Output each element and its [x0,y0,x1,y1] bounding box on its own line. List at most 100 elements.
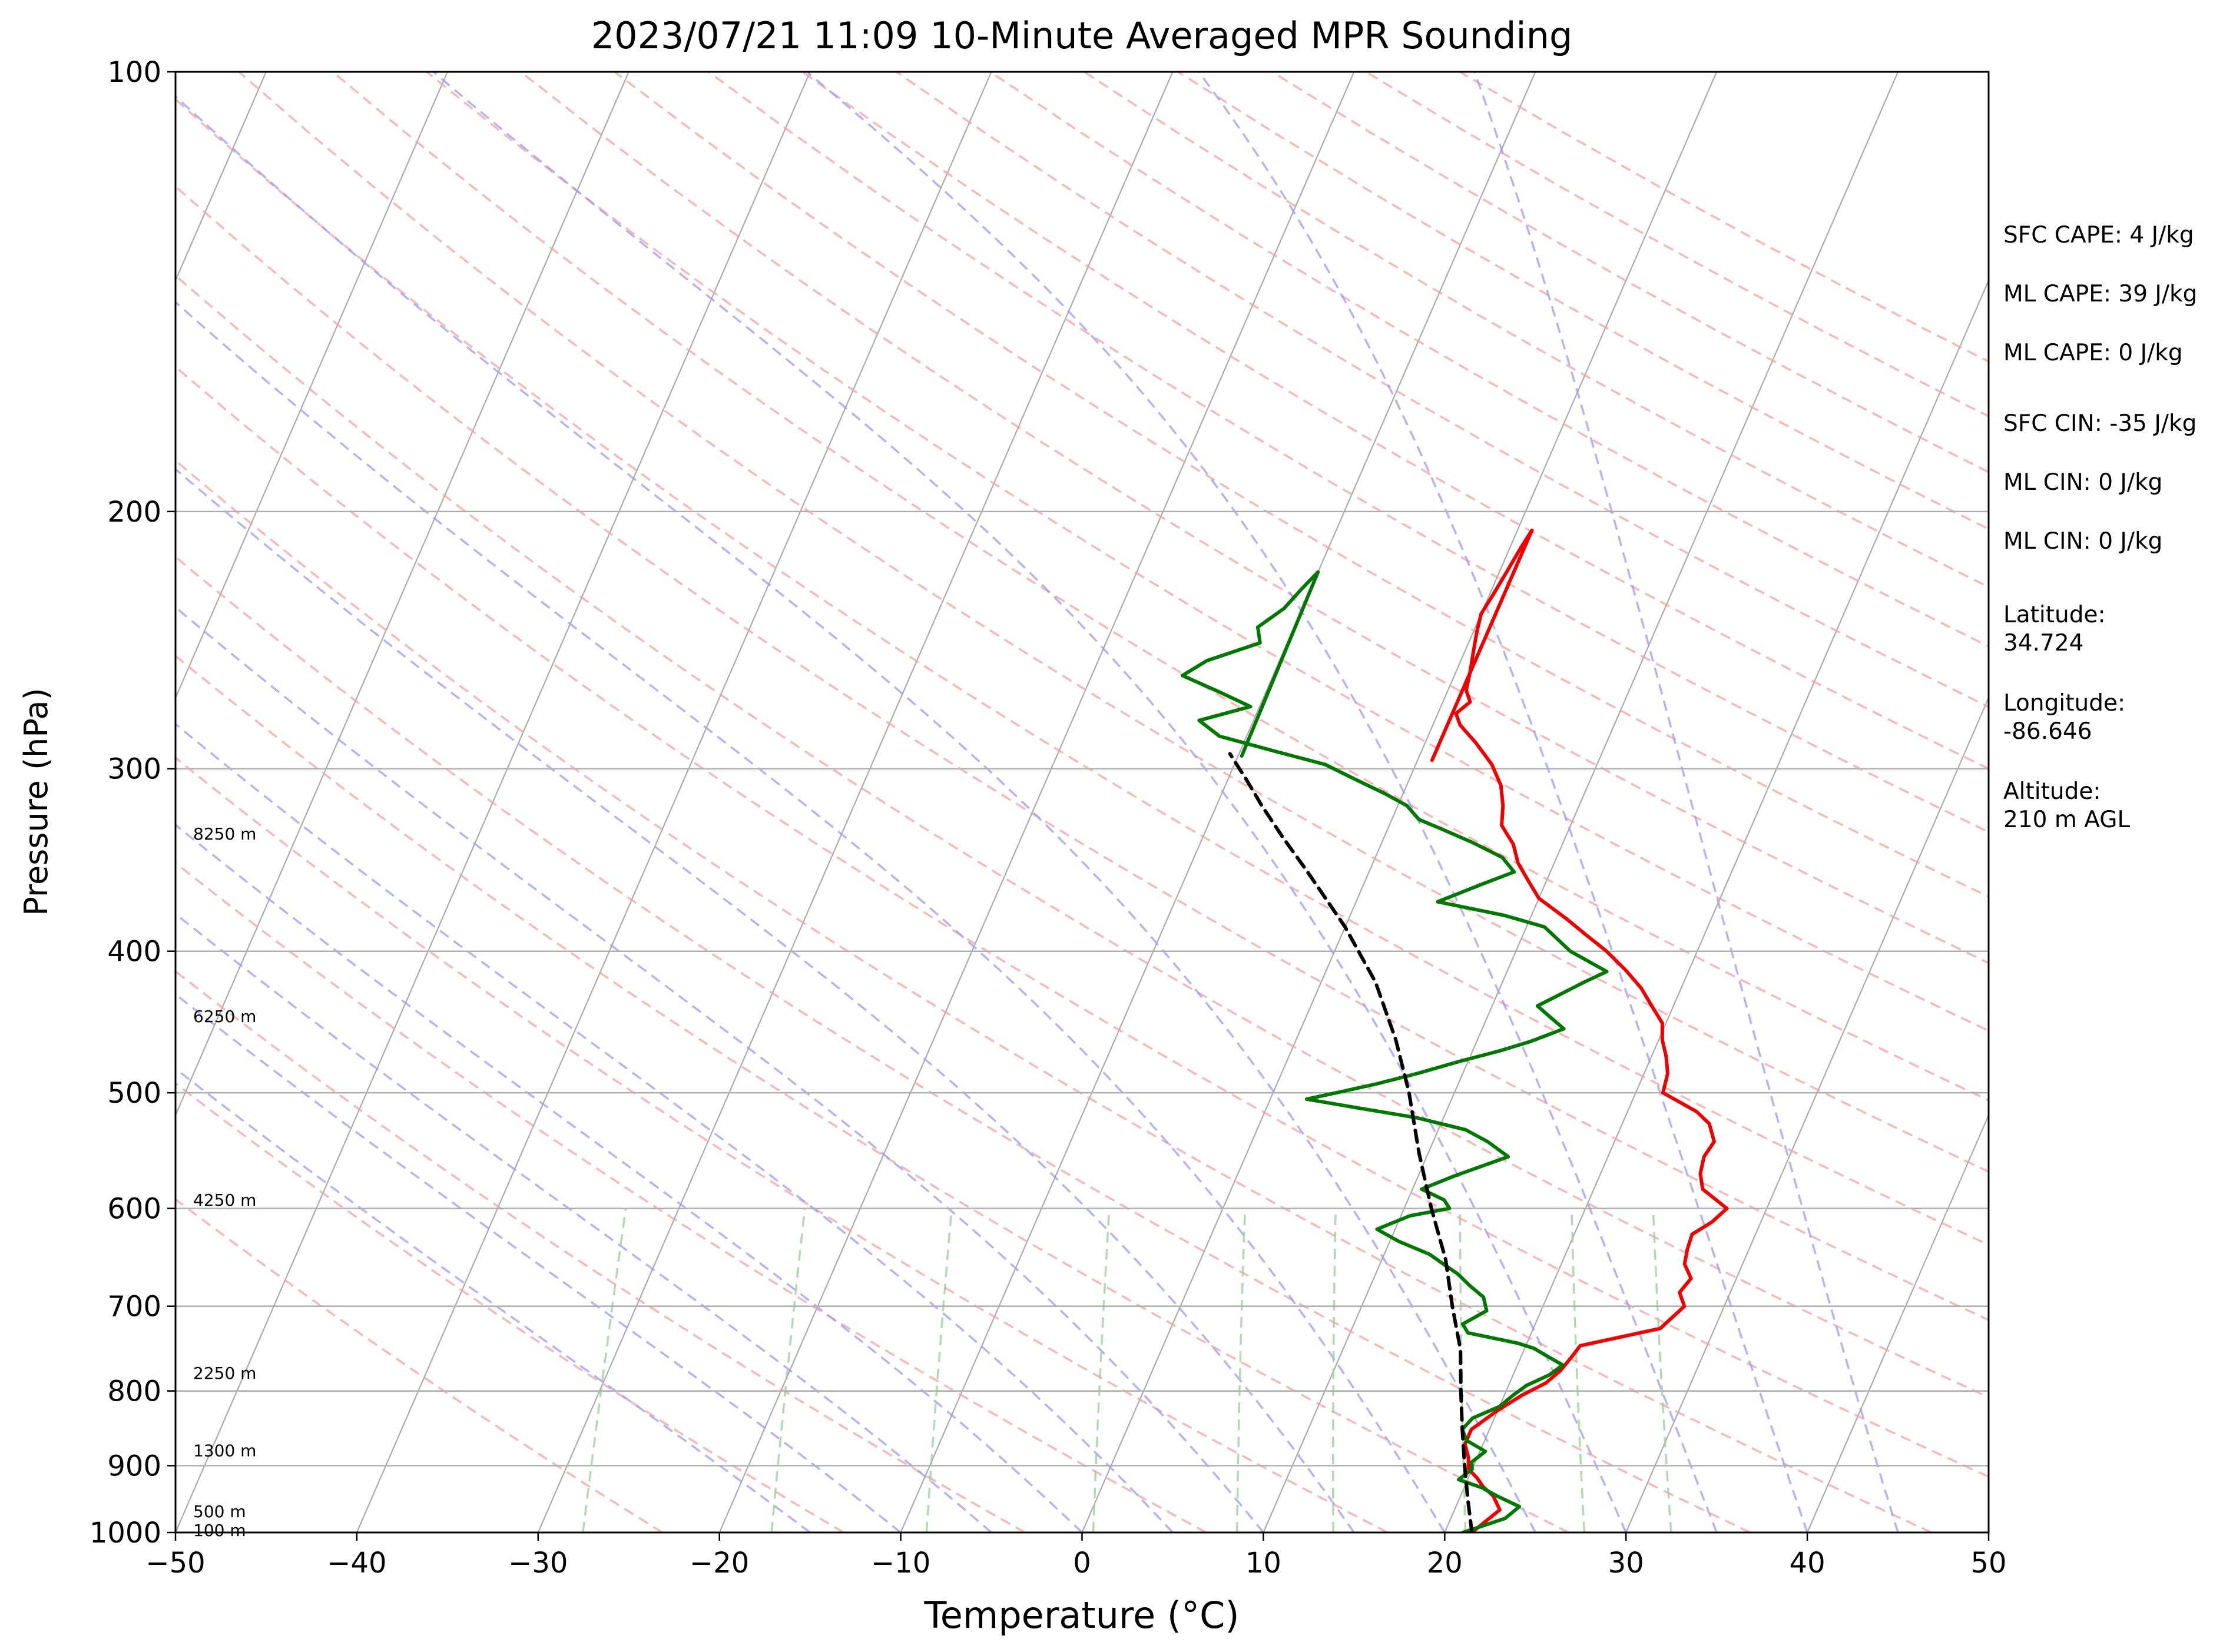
height-label: 100 m [193,1521,246,1540]
isotherm-line [718,72,1355,1532]
x-tick-label: 30 [1608,1547,1644,1580]
y-tick-label: 900 [107,1449,161,1482]
mixing-ratio-line [1092,1208,1111,1532]
moist-adiabat-line [175,606,1264,1532]
dry-adiabat-line [426,72,1989,1032]
moist-adiabat-line [806,72,1718,1532]
y-tick-label: 600 [107,1193,161,1226]
moist-adiabat-line [175,993,902,1532]
x-tick-label: −50 [145,1547,205,1580]
x-tick-label: −30 [508,1547,568,1580]
x-axis: −50 −40 −30 −20 −10 0 10 20 30 40 50 [145,1532,2007,1580]
sounding-traces [1180,528,1729,1532]
x-tick-label: −20 [690,1547,749,1580]
x-tick-label: 50 [1970,1547,2006,1580]
dry-adiabat-line [175,1082,844,1532]
isotherm-line [537,72,1174,1532]
stat-line: SFC CIN: -35 J/kg [2003,410,2196,437]
dry-adiabat-line [175,654,1569,1532]
dry-adiabat-line [520,72,1989,964]
isotherm-line [900,72,1536,1532]
stat-text: ML CIN: 0 J/kg [2003,528,2162,555]
height-label: 1300 m [193,1441,256,1460]
moist-adiabat-line [1198,72,1808,1532]
stat-line: 34.724 [2003,630,2083,656]
stat-line: 210 m AGL [2003,807,2130,833]
dry-adiabat-line [175,98,1989,1246]
height-label: 4250 m [193,1190,256,1210]
x-tick-label: −10 [871,1547,930,1580]
stat-line: Altitude: [2003,778,2101,805]
y-tick-label: 300 [107,753,161,786]
y-tick-label: 700 [107,1291,161,1323]
moist-adiabat-line [175,823,1083,1532]
moist-adiabat-line [175,1067,811,1532]
stat-text: SFC CAPE: 4 J/kg [2003,222,2194,248]
stat-text: Longitude: -86.646 [2003,690,2125,745]
dry-adiabat-line [238,72,1989,1173]
x-axis-label: Temperature (°C) [923,1594,1239,1637]
stat-text: Latitude: 34.724 [2003,602,2106,656]
y-tick-label: 500 [107,1077,161,1110]
mixing-ratio-line [770,1208,806,1532]
height-label: 500 m [193,1502,246,1521]
y-axis-label: Pressure (hPa) [18,688,55,915]
mixing-ratio-line [925,1208,953,1532]
height-label: 2250 m [193,1364,256,1383]
stat-text: SFC CIN: -35 J/kg [2003,410,2196,437]
x-tick-label: −40 [327,1547,386,1580]
stat-line: ML CAPE: 39 J/kg [2003,281,2197,307]
stat-line: Longitude: [2003,690,2125,716]
dry-adiabat-line [175,555,1751,1532]
mixing-ratio-line [1331,1208,1337,1532]
chart-title: 2023/07/21 11:09 10-Minute Averaged MPR … [591,14,1573,57]
x-tick-label: 0 [1073,1547,1091,1580]
plot-frame [174,71,1990,1534]
moist-adiabat-line [175,467,1355,1532]
moist-adiabat-line [175,913,992,1532]
isotherm-line [175,72,448,700]
stat-line: Latitude: [2003,602,2106,628]
dry-adiabat-line [896,72,1989,708]
y-tick-label: 800 [107,1375,161,1408]
moist-adiabat-line [175,300,1446,1532]
dry-adiabat-line [175,365,1989,1478]
dry-adiabat-line [175,274,1989,1399]
y-tick-label: 100 [107,56,161,89]
background-lines [175,72,1989,1532]
stat-text: Altitude: 210 m AGL [2003,778,2130,833]
dry-adiabat-line [175,459,1932,1532]
y-axis: 1000 900 800 700 600 500 400 300 200 100 [90,56,175,1550]
pressure-gridlines [175,71,1989,1534]
y-tick-label: 200 [107,496,161,529]
dewpoint-trace [1180,570,1609,1532]
stat-text: ML CAPE: 39 J/kg [2003,281,2197,307]
isotherm-line [1263,72,1899,1532]
dry-adiabat-line [175,185,1989,1321]
stat-line: ML CIN: 0 J/kg [2003,469,2162,496]
dry-adiabat-line [332,72,1989,1102]
dry-adiabat-line [175,861,1207,1532]
isotherm-line [356,72,992,1532]
mixing-ratio-line [1652,1208,1672,1532]
dry-adiabat-line [175,1197,663,1532]
dry-adiabat-line [175,970,1026,1532]
isotherm-line [1807,1113,1989,1532]
temperature-trace [1430,528,1729,1532]
stat-line: ML CAPE: 0 J/kg [2003,340,2183,366]
stat-text: ML CIN: 0 J/kg [2003,469,2162,496]
stat-line: -86.646 [2003,718,2092,745]
height-label: 8250 m [193,824,256,844]
isotherm-line [1625,696,1989,1532]
mixing-ratio-line [1571,1208,1586,1532]
x-tick-label: 10 [1245,1547,1281,1580]
moist-adiabat-line [175,95,1536,1532]
height-label: 6250 m [193,1007,256,1026]
stat-line: ML CIN: 0 J/kg [2003,528,2162,555]
sounding-stats: SFC CAPE: 4 J/kg ML CAPE: 39 J/kg ML CAPE:… [2003,222,2197,833]
moist-adiabat-line [432,72,1627,1532]
isotherm-line [1444,278,1989,1532]
dry-adiabat-line [175,756,1389,1532]
